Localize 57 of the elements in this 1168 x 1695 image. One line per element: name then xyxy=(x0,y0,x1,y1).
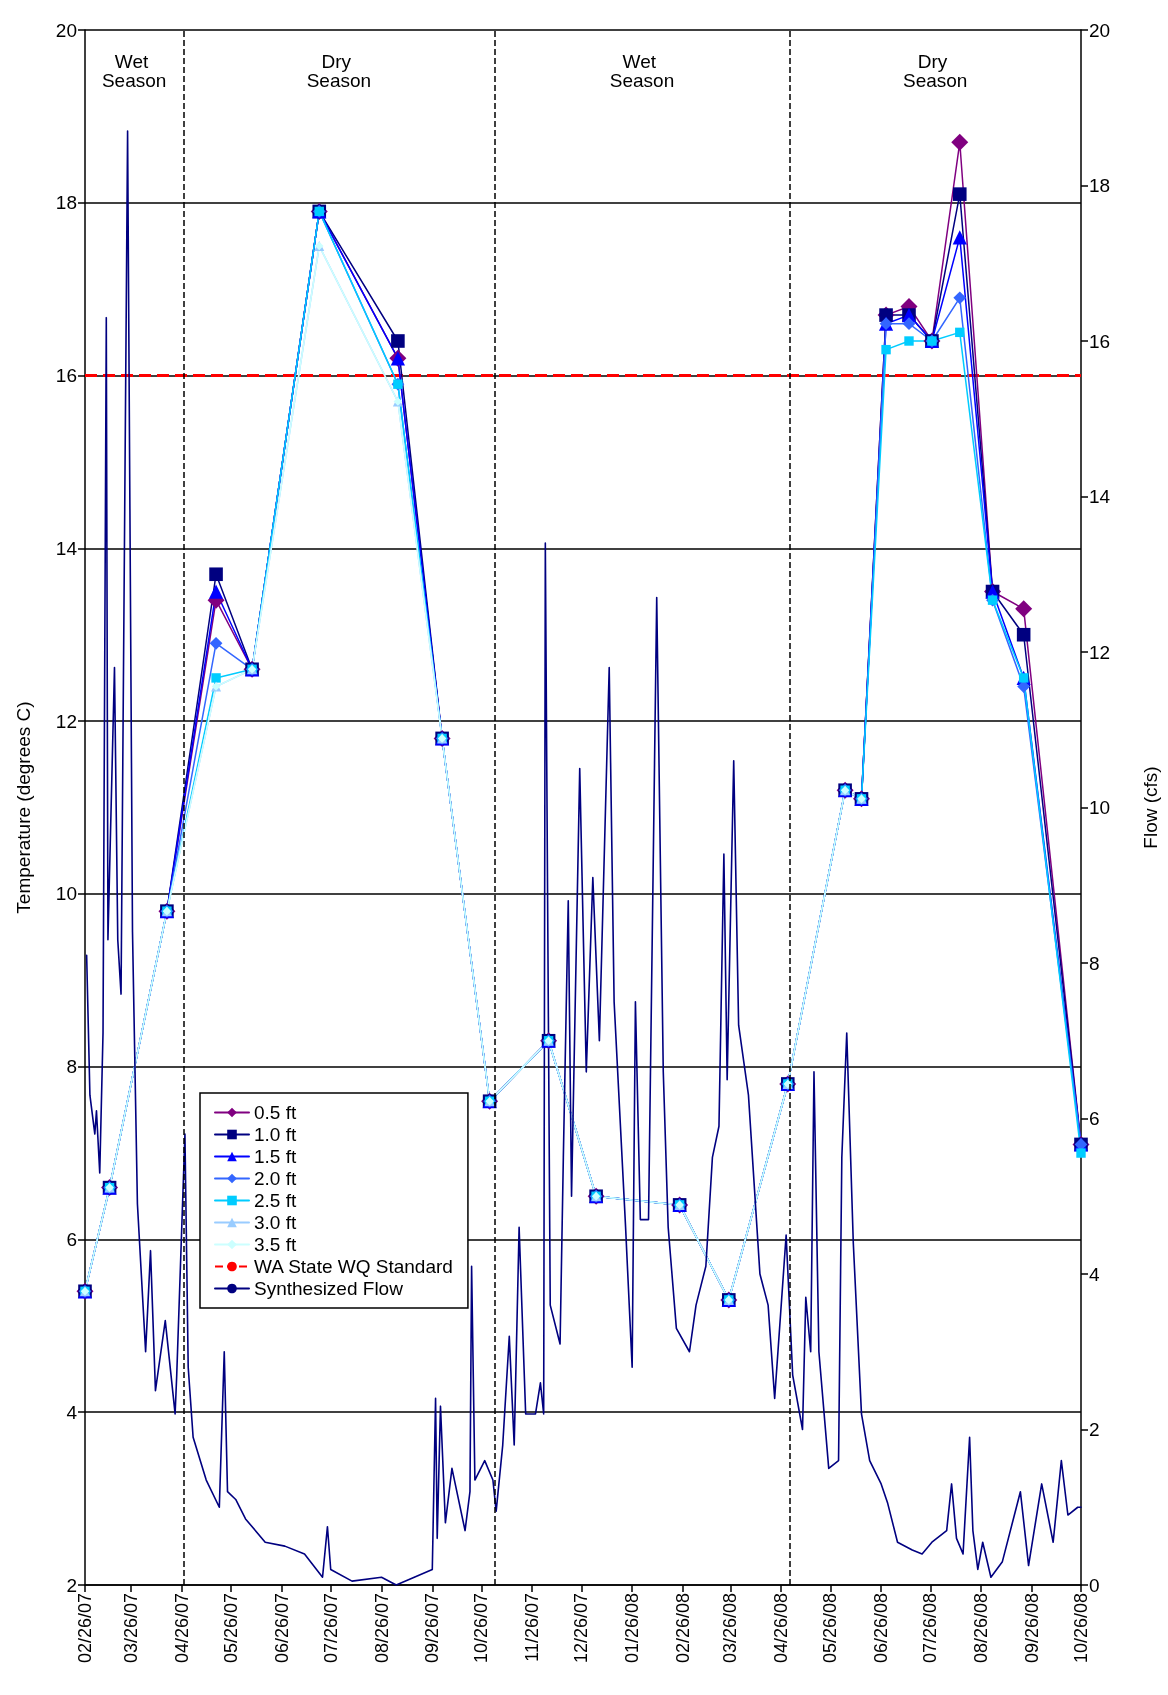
y2-tick-label: 0 xyxy=(1089,1574,1100,1596)
y-tick-label: 8 xyxy=(66,1056,77,1078)
x-tick-label: 10/26/07 xyxy=(471,1593,492,1664)
x-tick-label: 06/26/08 xyxy=(871,1593,892,1664)
annotation: Dry Season xyxy=(306,51,372,91)
x-tick-label: 08/26/07 xyxy=(371,1593,392,1664)
y2-tick-label: 8 xyxy=(1089,952,1100,974)
legend-label: 3.0 ft xyxy=(254,1212,297,1233)
legend-label: 3.5 ft xyxy=(254,1234,297,1255)
y2-tick-label: 2 xyxy=(1089,1419,1100,1440)
x-tick-label: 02/26/08 xyxy=(672,1593,693,1664)
legend-label: 1.5 ft xyxy=(254,1146,297,1167)
y2-tick-label: 16 xyxy=(1089,330,1111,352)
x-tick-label: 08/26/08 xyxy=(971,1593,992,1664)
x-tick-label: 05/26/08 xyxy=(820,1593,841,1664)
y2-tick-label: 14 xyxy=(1089,486,1111,507)
y2-tick-label: 12 xyxy=(1089,641,1111,663)
x-tick-label: 09/26/08 xyxy=(1021,1593,1042,1664)
x-tick-label: 03/26/07 xyxy=(120,1593,141,1664)
y-tick-label: 20 xyxy=(55,19,77,41)
y2-tick-label: 4 xyxy=(1089,1263,1100,1285)
annotation: Wet Season xyxy=(101,51,167,91)
y2-tick-label: 10 xyxy=(1089,797,1111,818)
x-tick-label: 04/26/08 xyxy=(771,1593,792,1664)
x-tick-label: 03/26/08 xyxy=(720,1593,741,1664)
legend-label: 1.0 ft xyxy=(254,1124,297,1145)
x-tick-label: 09/26/07 xyxy=(422,1593,443,1664)
y-tick-label: 12 xyxy=(55,710,77,732)
x-tick-label: 07/26/08 xyxy=(920,1593,941,1664)
y-axis-title: Temperature (degrees C) xyxy=(13,701,34,914)
y2-tick-label: 6 xyxy=(1089,1108,1100,1129)
x-tick-label: 02/26/07 xyxy=(75,1593,95,1664)
y-tick-label: 6 xyxy=(66,1228,77,1250)
x-tick-label: 04/26/07 xyxy=(171,1593,192,1664)
legend-label: 2.0 ft xyxy=(254,1168,297,1189)
x-tick-label: 12/26/07 xyxy=(571,1593,592,1664)
annotation: Wet Season xyxy=(609,51,675,91)
y2-axis-title: Flow (cfs) xyxy=(1140,766,1161,849)
legend-label: WA State WQ Standard xyxy=(254,1256,453,1277)
legend-label: Synthesized Flow xyxy=(254,1278,404,1299)
y-tick-label: 18 xyxy=(55,192,77,214)
y-tick-label: 10 xyxy=(55,883,77,905)
y-tick-label: 14 xyxy=(55,537,78,559)
x-tick-label: 01/26/08 xyxy=(622,1593,643,1664)
y2-tick-label: 20 xyxy=(1089,19,1111,41)
x-tick-label: 07/26/07 xyxy=(320,1593,341,1664)
annotation: Dry Season xyxy=(902,51,968,91)
x-tick-label: 11/26/07 xyxy=(522,1593,543,1662)
x-tick-label: 10/26/08 xyxy=(1071,1593,1091,1664)
y-tick-label: 16 xyxy=(55,365,77,387)
x-tick-label: 05/26/07 xyxy=(220,1593,241,1664)
x-tick-label: 06/26/07 xyxy=(271,1593,292,1664)
y-tick-label: 2 xyxy=(66,1574,77,1596)
legend-label: 0.5 ft xyxy=(254,1102,297,1123)
y-tick-label: 4 xyxy=(66,1401,78,1423)
legend-label: 2.5 ft xyxy=(254,1190,297,1211)
y2-tick-label: 18 xyxy=(1089,175,1111,196)
